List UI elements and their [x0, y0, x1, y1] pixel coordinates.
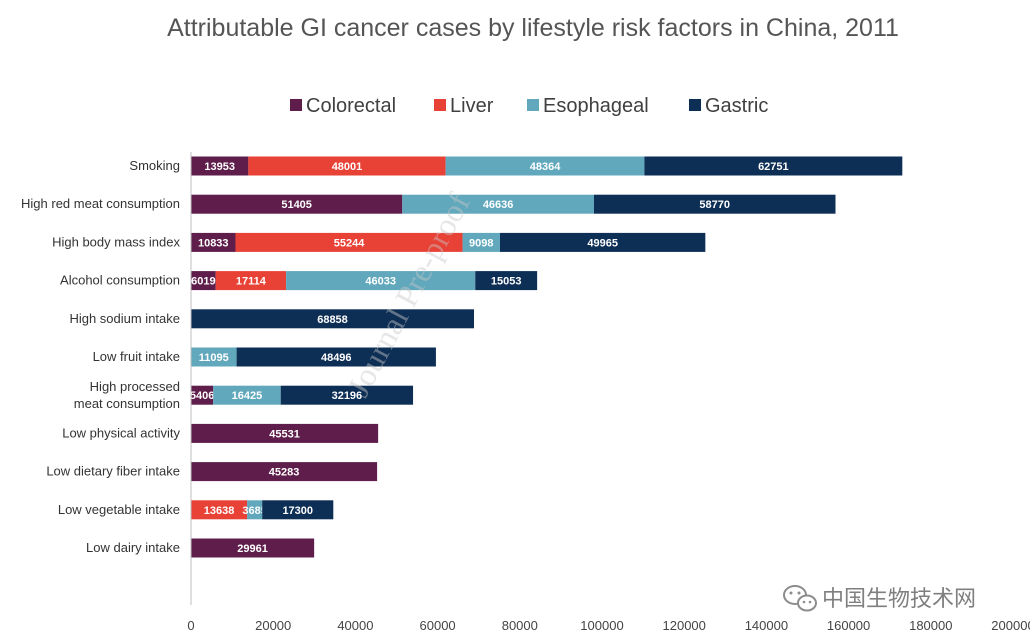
data-label: 32196 [332, 390, 363, 402]
data-label: 29961 [237, 543, 268, 555]
category-label: Low vegetable intake [58, 502, 180, 517]
x-tick-label: 100000 [580, 618, 623, 633]
bar-segment [191, 500, 248, 520]
legend-label: Gastric [705, 95, 768, 117]
bar-segment [191, 232, 236, 252]
data-label: 48364 [530, 161, 561, 173]
x-tick-label: 0 [187, 618, 194, 633]
category-label: High body mass index [52, 234, 180, 249]
legend-swatch [689, 99, 701, 111]
data-label: 17300 [282, 505, 313, 517]
data-label: 3685 [242, 505, 266, 517]
bar-segment [644, 156, 903, 176]
bar-segment [215, 271, 287, 291]
x-tick-label: 80000 [502, 618, 538, 633]
data-label: 17114 [236, 276, 267, 288]
data-label: 49965 [587, 237, 618, 249]
x-tick-label: 60000 [420, 618, 456, 633]
bar-segment [247, 500, 263, 520]
legend: Colorectal Liver Esophageal Gastric [290, 95, 768, 117]
bar-segment [191, 271, 216, 291]
x-axis-ticks: 0 20000 40000 60000 80000 100000 120000 140000 1… [187, 618, 1030, 633]
bar-segment [499, 232, 706, 252]
bar-segment [286, 271, 476, 291]
legend-label: Esophageal [543, 95, 649, 117]
data-label: 51405 [281, 199, 312, 211]
data-label: 13953 [204, 161, 235, 173]
category-label: Alcohol consumption [60, 273, 180, 288]
category-label: Low fruit intake [93, 349, 180, 364]
category-label: Low physical activity [62, 425, 180, 440]
bar-segment [402, 194, 594, 214]
category-label: Low dietary fiber intake [46, 464, 180, 479]
data-label: 11095 [199, 352, 229, 364]
legend-label: Liver [450, 95, 494, 117]
bar-segment [280, 385, 414, 405]
data-label: 55244 [334, 237, 365, 249]
data-label: 58770 [699, 199, 730, 211]
data-label: 48001 [332, 161, 363, 173]
category-label: Smoking [129, 158, 180, 173]
bar-segment [236, 347, 436, 367]
bar-segment [262, 500, 334, 520]
data-label: 9098 [469, 237, 493, 249]
bar-segment [191, 538, 315, 558]
x-tick-label: 20000 [255, 618, 291, 633]
data-label: 62751 [758, 161, 789, 173]
wechat-icon [783, 585, 817, 612]
legend-swatch [527, 99, 539, 111]
x-tick-label: 160000 [827, 618, 870, 633]
legend-label: Colorectal [306, 95, 396, 117]
bar-segment [475, 271, 538, 291]
bar-segment [445, 156, 645, 176]
category-label: High sodium intake [69, 311, 180, 326]
bar-segment [191, 194, 403, 214]
data-label: 13638 [204, 505, 235, 517]
bar-segment [191, 385, 214, 405]
bar-segment [235, 232, 463, 252]
brand-text: 中国生物技术网 [822, 587, 976, 612]
x-tick-label: 120000 [663, 618, 706, 633]
category-label: Low dairy intake [86, 540, 180, 555]
data-label: 48496 [321, 352, 352, 364]
data-label: 45283 [269, 467, 300, 479]
bar-segment [462, 232, 500, 252]
x-tick-label: 180000 [909, 618, 952, 633]
data-label: 45531 [269, 428, 300, 440]
bar-segment [191, 156, 249, 176]
bar-segment [191, 462, 378, 482]
brand-logo: 中国生物技术网 [783, 585, 976, 612]
data-label: 6019 [191, 276, 215, 288]
watermark-text: Journal Pre-proof [340, 187, 477, 403]
data-label: 10833 [198, 237, 229, 249]
data-label: 46636 [483, 199, 514, 211]
bars: 13953 48001 48364 62751 51405 46636 58770 10833… [190, 156, 903, 558]
category-label: High processed meat consumption [74, 379, 180, 411]
data-label: 46033 [365, 276, 396, 288]
data-label: 5406 [190, 390, 214, 402]
category-labels: Smoking High red meat consumption High bod… [21, 158, 180, 555]
data-label: 68858 [317, 314, 348, 326]
legend-swatch [434, 99, 446, 111]
chart-title: Attributable GI cancer cases by lifestyl… [167, 14, 899, 42]
x-tick-label: 40000 [337, 618, 373, 633]
bar-segment [213, 385, 281, 405]
bar-segment [191, 423, 379, 443]
bar-segment [191, 347, 237, 367]
x-tick-label: 200000 [991, 618, 1030, 633]
data-label: 16425 [232, 390, 263, 402]
data-label: 15053 [491, 276, 522, 288]
bar-segment [248, 156, 446, 176]
bar-segment [593, 194, 836, 214]
category-label: High red meat consumption [21, 196, 180, 211]
legend-swatch [290, 99, 302, 111]
bar-segment [191, 309, 475, 329]
x-tick-label: 140000 [745, 618, 788, 633]
